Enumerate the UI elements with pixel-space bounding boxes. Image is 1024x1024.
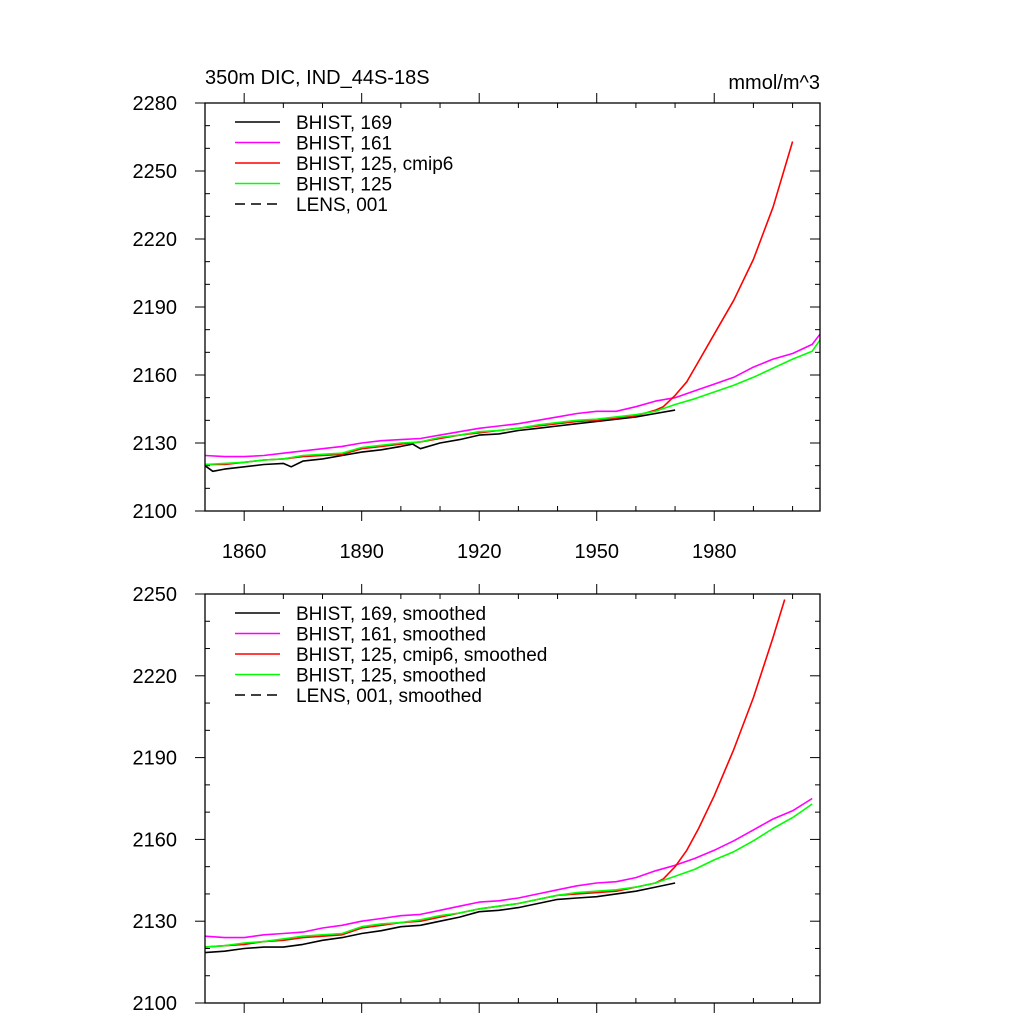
x-tick-label: 1890 — [339, 541, 384, 563]
legend-label: BHIST, 161, smoothed — [296, 625, 486, 646]
y-tick-label: 2190 — [133, 297, 178, 319]
y-tick-label: 2250 — [133, 584, 178, 606]
chart-title: 350m DIC, IND_44S-18S — [205, 67, 430, 89]
legend-label: LENS, 001, smoothed — [296, 686, 482, 707]
x-tick-label: 1950 — [574, 541, 619, 563]
series-line — [204, 882, 676, 954]
y-tick-label: 2130 — [133, 911, 178, 933]
y-tick-label: 2220 — [133, 666, 178, 688]
series-line — [204, 409, 676, 473]
plot-frame — [204, 102, 821, 512]
y-tick-label: 2100 — [133, 993, 178, 1015]
legend-label: BHIST, 125, smoothed — [296, 666, 486, 687]
units-label: mmol/m^3 — [728, 72, 820, 94]
top-panel: 1860 1890 1920 1950 1980 2100 2130 2160 2190 2220… — [133, 67, 821, 563]
x-tick-label: 1920 — [457, 541, 502, 563]
legend-label: BHIST, 125 — [296, 175, 392, 196]
y-tick-label: 2250 — [133, 161, 178, 183]
y-tick-label: 2130 — [133, 433, 178, 455]
y-tick-label: 2220 — [133, 229, 178, 251]
legend-label: BHIST, 125, cmip6 — [296, 154, 453, 175]
legend-label: BHIST, 161 — [296, 134, 392, 155]
x-tick-label: 1860 — [222, 541, 267, 563]
legend-label: LENS, 001 — [296, 195, 388, 216]
series-line — [204, 803, 813, 948]
y-tick-label: 2160 — [133, 365, 178, 387]
series-line — [205, 141, 794, 466]
x-tick-label: 1980 — [692, 541, 737, 563]
y-tick-label: 2190 — [133, 748, 178, 770]
y-tick-label: 2160 — [133, 829, 178, 851]
bottom-panel: 2100 2130 2160 2190 2220 2250 BHIST, 169, smoo… — [133, 584, 821, 1015]
plot-frame — [204, 593, 821, 1004]
y-tick-label: 2280 — [133, 93, 178, 115]
y-tick-label: 2100 — [133, 501, 178, 523]
series-line — [204, 333, 821, 458]
legend-label: BHIST, 169, smoothed — [296, 604, 486, 625]
legend-label: BHIST, 169 — [296, 113, 392, 134]
series-line — [204, 339, 821, 466]
series-line — [204, 797, 813, 939]
legend-label: BHIST, 125, cmip6, smoothed — [296, 645, 547, 666]
